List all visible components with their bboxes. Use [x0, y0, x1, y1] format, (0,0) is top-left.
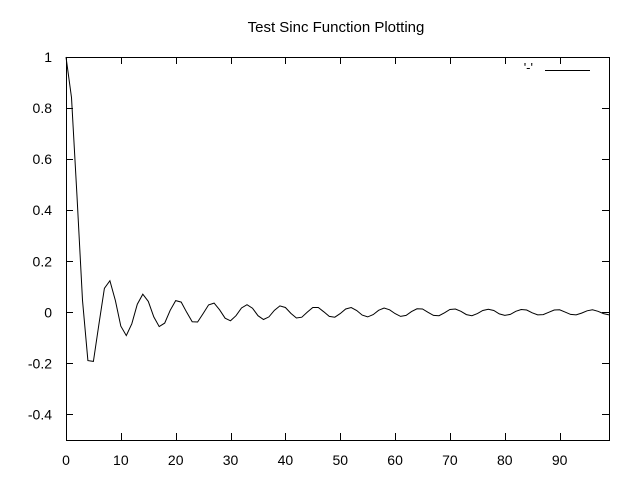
x-tick-label: 10	[113, 452, 129, 468]
y-tick-label: 1	[44, 49, 52, 65]
x-tick-label: 50	[332, 452, 348, 468]
y-tick-label: 0.2	[33, 253, 53, 269]
y-tick-label: 0	[44, 304, 52, 320]
y-tick-label: 0.4	[33, 202, 53, 218]
x-tick-label: 80	[497, 452, 513, 468]
y-tick-label: -0.2	[28, 355, 52, 371]
x-tick-label: 70	[442, 452, 458, 468]
y-tick-label: 0.8	[33, 100, 53, 116]
plot-border	[66, 57, 610, 441]
y-tick-label: 0.6	[33, 151, 53, 167]
x-axis-ticks: 0 10 20 30 40 50 60 70 80 90	[62, 57, 568, 468]
legend-label: '-'	[524, 60, 533, 75]
x-tick-label: 30	[223, 452, 239, 468]
x-tick-label: 90	[552, 452, 568, 468]
y-tick-label: -0.4	[28, 406, 52, 422]
legend: '-'	[524, 60, 590, 75]
x-tick-label: 20	[168, 452, 184, 468]
x-tick-label: 0	[62, 452, 70, 468]
x-tick-label: 40	[278, 452, 294, 468]
chart-title: Test Sinc Function Plotting	[248, 19, 425, 36]
x-tick-label: 60	[387, 452, 403, 468]
series-line	[65, 56, 610, 362]
plot-frame	[66, 57, 610, 441]
y-axis-ticks: 1 0.8 0.6 0.4 0.2 0 -0.2 -0.4	[28, 49, 609, 422]
